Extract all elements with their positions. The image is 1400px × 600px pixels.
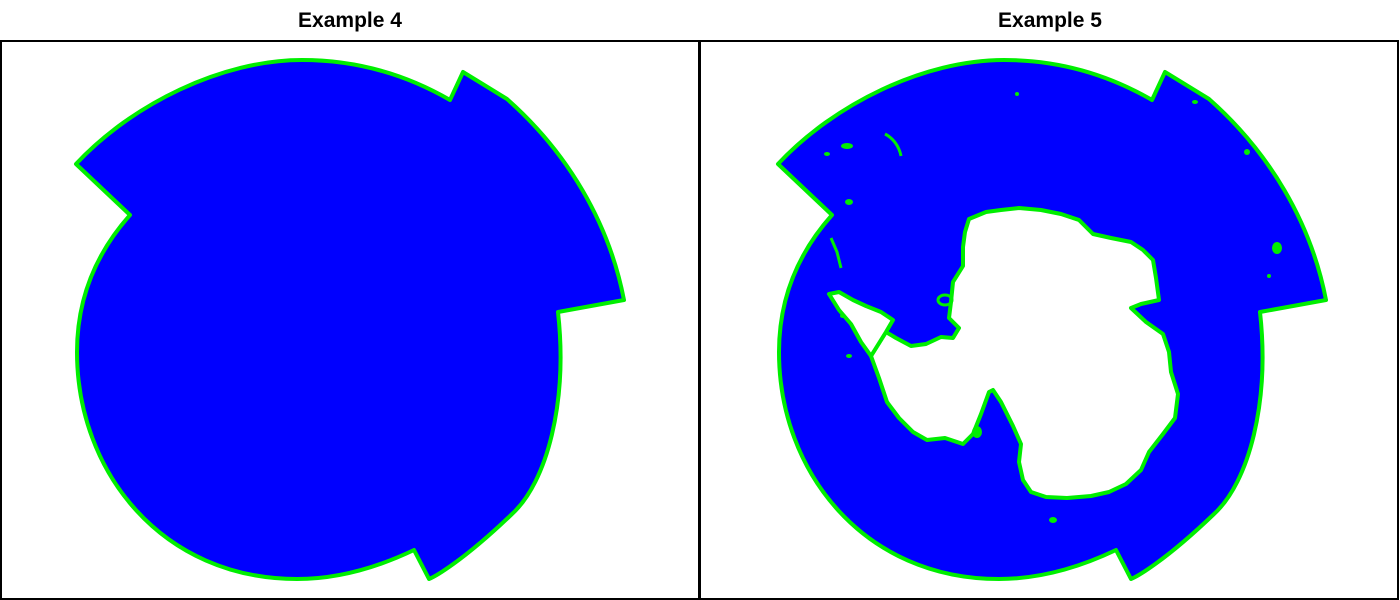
island-outline (1015, 92, 1019, 96)
island-outline (972, 426, 982, 438)
map-frame (0, 40, 700, 600)
island-outline (1272, 242, 1282, 254)
island-outline (1267, 274, 1271, 278)
antarctica-landmass (869, 206, 1180, 500)
island-outline (824, 152, 830, 156)
island-outline (829, 237, 843, 269)
panel-example-4: Example 4 (0, 9, 700, 600)
island-outline (1049, 517, 1057, 523)
island-outline (884, 132, 903, 157)
panel-title: Example 5 (998, 9, 1102, 32)
island-outline (936, 293, 954, 307)
panel-example-5: Example 5 (699, 0, 1400, 600)
island-outline (841, 143, 853, 149)
polar-map (74, 58, 626, 581)
island-outline (1192, 100, 1198, 104)
island-outline (845, 199, 853, 205)
island-outline (1244, 149, 1250, 155)
map-frame (699, 40, 1399, 600)
antarctic-peninsula (827, 290, 895, 358)
island-outline (846, 354, 852, 358)
panel-title: Example 4 (298, 9, 402, 32)
polar-map (776, 58, 1328, 581)
island-outline (840, 314, 846, 318)
ocean-region-polygon (74, 58, 626, 581)
